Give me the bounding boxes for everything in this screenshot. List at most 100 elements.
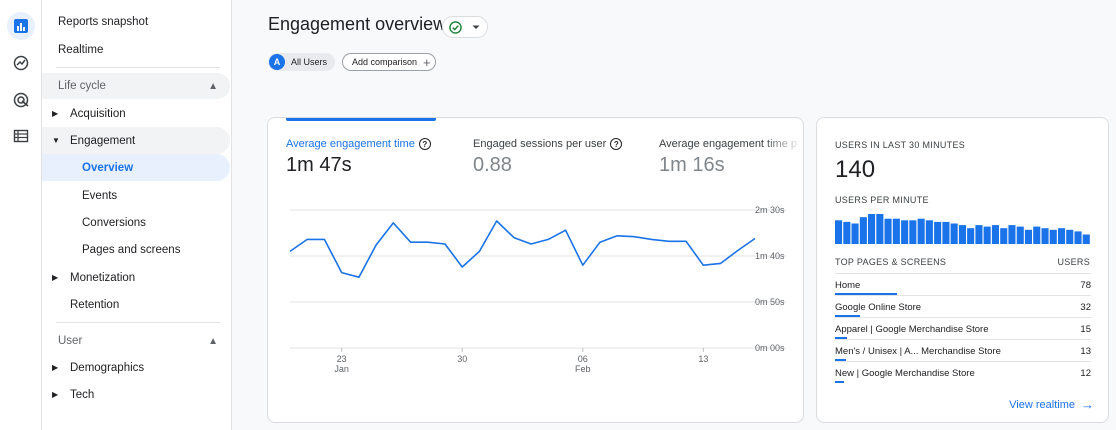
section-label: User — [58, 335, 83, 347]
users-per-minute-bar — [1033, 226, 1041, 244]
users-per-minute-bar — [1008, 225, 1016, 244]
users-per-minute-bar — [876, 214, 884, 244]
metric-label: Average engagement time — [286, 138, 415, 150]
y-tick-label: 0m 00s — [755, 343, 785, 353]
users-per-minute-bar — [884, 218, 892, 244]
nav-label: Monetization — [70, 271, 136, 284]
nav-realtime[interactable]: Realtime — [42, 36, 230, 63]
x-tick-label: 23 — [337, 354, 347, 364]
nav-reports-snapshot[interactable]: Reports snapshot — [42, 8, 230, 35]
realtime-title: USERS IN LAST 30 MINUTES — [835, 140, 966, 150]
engagement-series-line — [289, 220, 756, 278]
users-per-minute-bar — [975, 225, 983, 244]
top-page-users: 12 — [1080, 368, 1091, 379]
nav-tech[interactable]: ▶ Tech — [42, 381, 230, 408]
add-comparison-button[interactable]: Add comparison + — [342, 53, 436, 71]
comparison-chip-all-users[interactable]: A All Users — [268, 53, 336, 71]
x-tick-month-label: Feb — [575, 364, 591, 374]
top-page-share-bar — [835, 337, 847, 339]
users-per-minute-bar — [1000, 228, 1008, 244]
page-title: Engagement overview — [268, 14, 447, 34]
x-tick-label: 30 — [457, 354, 467, 364]
configure-rail-button[interactable] — [7, 122, 35, 150]
users-per-minute-bar — [1024, 229, 1032, 244]
users-per-minute-bar — [1049, 229, 1057, 244]
top-page-row[interactable]: Google Online Store 32 — [835, 295, 1091, 317]
nav-retention[interactable]: Retention — [42, 291, 230, 318]
users-per-minute-bar — [983, 226, 991, 244]
metric-value: 0.88 — [473, 154, 512, 176]
reports-rail-button[interactable] — [7, 12, 35, 40]
users-per-minute-bar — [843, 221, 851, 244]
top-page-row[interactable]: Home 78 — [835, 273, 1091, 295]
table-icon — [13, 129, 29, 143]
bar-chart-icon — [14, 19, 28, 33]
nav-divider — [56, 67, 220, 68]
users-per-minute-bar — [851, 223, 859, 244]
users-per-minute-bar — [934, 221, 942, 244]
plus-icon: + — [423, 54, 431, 70]
users-per-minute-bar — [1041, 228, 1049, 244]
caret-down-icon: ▼ — [52, 136, 60, 145]
top-page-name: New | Google Merchandise Store — [835, 368, 975, 379]
view-realtime-link[interactable]: View realtime → — [1009, 397, 1094, 412]
explore-rail-button[interactable] — [7, 49, 35, 77]
realtime-card: USERS IN LAST 30 MINUTES 140 USERS PER M… — [816, 117, 1109, 423]
caret-right-icon: ▶ — [52, 109, 59, 118]
top-page-users: 13 — [1080, 346, 1091, 357]
metric-overflow-fade — [763, 132, 803, 172]
comparison-badge: A — [269, 54, 285, 70]
nav-events[interactable]: Events — [42, 182, 230, 209]
lifecycle-section-header[interactable]: Life cycle ▲ — [42, 73, 230, 99]
realtime-users-value: 140 — [835, 156, 876, 183]
nav-label: Demographics — [70, 361, 145, 374]
nav-pages-and-screens[interactable]: Pages and screens — [42, 236, 230, 263]
nav-overview[interactable]: Overview — [42, 154, 230, 181]
report-navigation: Reports snapshot Realtime Life cycle ▲ ▶… — [42, 0, 232, 430]
nav-demographics[interactable]: ▶ Demographics — [42, 354, 230, 381]
top-page-users: 32 — [1080, 302, 1091, 313]
metric-tab-avg-engagement-time[interactable]: Average engagement time? 1m 47s — [286, 138, 431, 177]
users-per-minute-bar — [991, 225, 999, 244]
dropdown-icon — [472, 25, 480, 29]
y-tick-label: 1m 40s — [755, 251, 785, 261]
nav-conversions[interactable]: Conversions — [42, 209, 230, 236]
nav-label: Pages and screens — [82, 243, 181, 256]
metric-value: 1m 16s — [659, 154, 725, 176]
report-status-dropdown[interactable] — [442, 16, 488, 38]
x-tick-label: 06 — [578, 354, 588, 364]
nav-divider — [56, 322, 220, 323]
top-page-row[interactable]: New | Google Merchandise Store 12 — [835, 361, 1091, 383]
user-section-header[interactable]: User ▲ — [42, 328, 230, 354]
users-per-minute-bar — [917, 218, 925, 244]
check-circle-icon — [449, 20, 462, 34]
metric-value: 1m 47s — [286, 154, 352, 176]
top-page-share-bar — [835, 293, 897, 295]
top-page-row[interactable]: Apparel | Google Merchandise Store 15 — [835, 317, 1091, 339]
nav-engagement[interactable]: ▼ Engagement — [42, 127, 230, 154]
top-page-users: 78 — [1080, 280, 1091, 291]
users-per-minute-bar — [835, 220, 843, 244]
users-per-minute-bar — [958, 225, 966, 244]
caret-right-icon: ▶ — [52, 363, 59, 372]
chevron-up-icon: ▲ — [208, 335, 218, 347]
help-icon[interactable]: ? — [610, 138, 623, 150]
top-page-share-bar — [835, 381, 844, 383]
view-realtime-label: View realtime — [1009, 398, 1075, 411]
metric-label: Engaged sessions per user — [473, 138, 607, 150]
nav-label: Overview — [82, 161, 134, 174]
top-page-share-bar — [835, 315, 860, 317]
left-rail — [0, 0, 42, 430]
advertising-rail-button[interactable] — [7, 86, 35, 114]
top-page-name: Home — [835, 280, 861, 291]
users-per-minute-bar — [950, 223, 958, 244]
top-page-row[interactable]: Men's / Unisex | A... Merchandise Store 1… — [835, 339, 1091, 361]
users-column-header: USERS — [1057, 257, 1090, 267]
top-pages-header: TOP PAGES & SCREENS — [835, 257, 947, 267]
nav-monetization[interactable]: ▶ Monetization — [42, 264, 230, 291]
nav-acquisition[interactable]: ▶ Acquisition — [42, 100, 230, 127]
metric-tab-engaged-sessions-per-user[interactable]: Engaged sessions per user? 0.88 — [473, 138, 623, 177]
metric-tab-avg-engagement-time-per-session[interactable]: Average engagement time p 1m 16s — [659, 138, 797, 177]
top-page-users: 15 — [1080, 324, 1091, 335]
help-icon[interactable]: ? — [418, 138, 431, 150]
